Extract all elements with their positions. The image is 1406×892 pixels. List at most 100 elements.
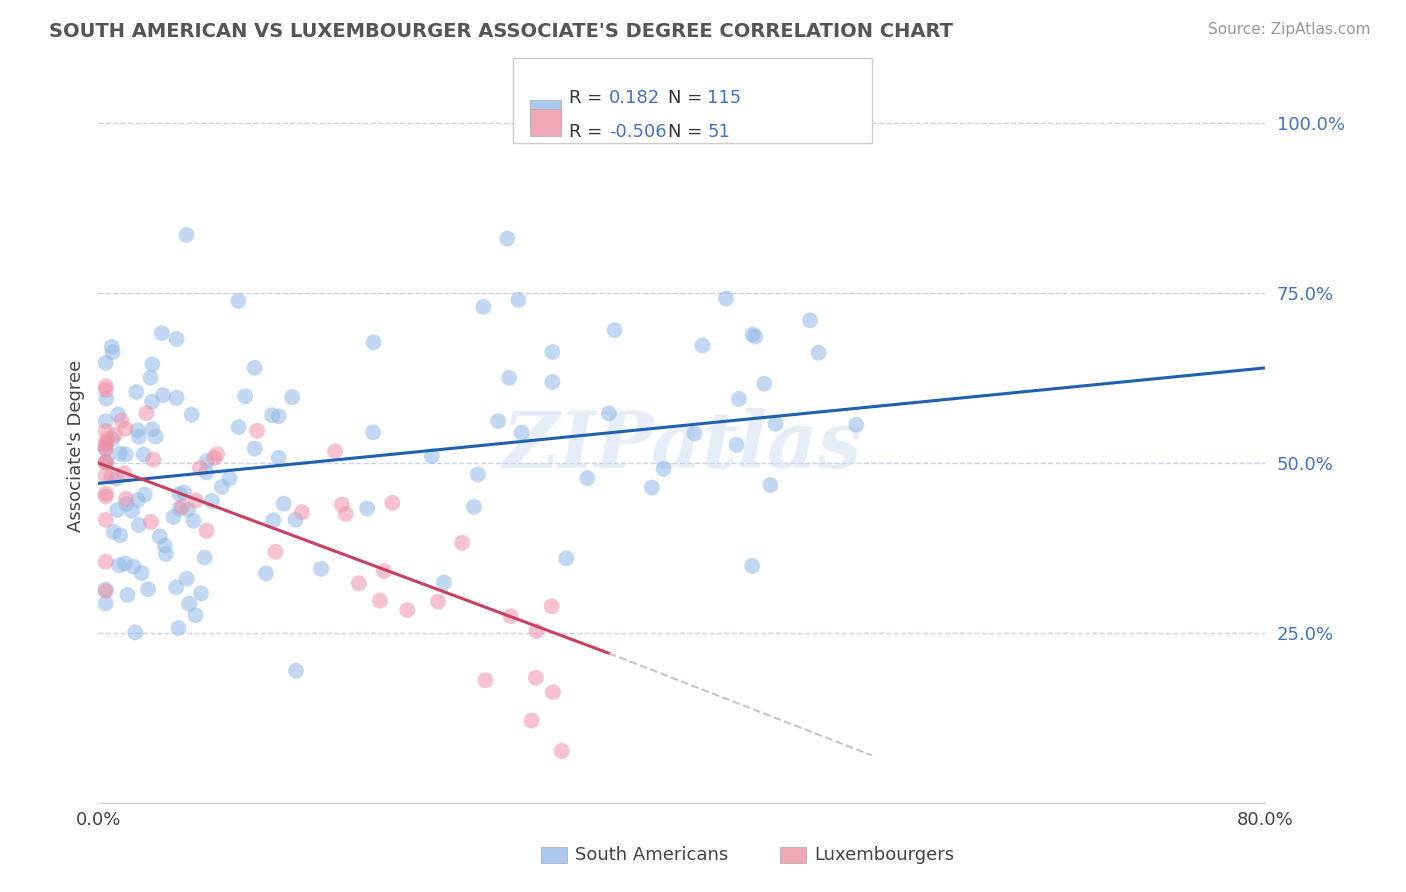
Point <box>128 430 150 444</box>
Point <box>472 300 495 314</box>
Point <box>373 564 395 578</box>
Text: N =: N = <box>668 123 707 141</box>
Point <box>94 582 117 597</box>
Point <box>125 384 148 399</box>
Point <box>202 450 225 465</box>
Point <box>94 379 117 393</box>
Point <box>94 414 117 428</box>
Text: R =: R = <box>569 89 609 107</box>
Point <box>184 608 207 623</box>
Point <box>96 454 118 468</box>
Point <box>195 524 218 538</box>
Text: Source: ZipAtlas.com: Source: ZipAtlas.com <box>1208 22 1371 37</box>
Point <box>169 501 191 516</box>
Point <box>94 468 117 483</box>
Point <box>94 438 117 452</box>
Point <box>741 327 763 342</box>
Point <box>309 562 332 576</box>
Point <box>142 452 165 467</box>
Point <box>291 505 314 519</box>
Point <box>114 557 136 571</box>
Point <box>94 490 117 504</box>
Point <box>233 389 256 403</box>
Point <box>94 596 117 610</box>
Point <box>211 480 233 494</box>
Point <box>284 664 307 678</box>
Point <box>368 593 391 607</box>
Point <box>114 447 136 461</box>
Point <box>284 513 307 527</box>
Point <box>145 429 167 443</box>
Point <box>107 408 129 422</box>
Point <box>467 467 489 482</box>
Point <box>167 621 190 635</box>
Text: 0.182: 0.182 <box>609 89 659 107</box>
Point <box>134 488 156 502</box>
Point <box>190 586 212 600</box>
Text: -0.506: -0.506 <box>609 123 666 141</box>
Text: ZIPatlas: ZIPatlas <box>502 408 862 484</box>
Point <box>807 345 830 359</box>
Text: South Americans: South Americans <box>575 847 728 864</box>
Point <box>201 494 224 508</box>
Point <box>273 497 295 511</box>
Point <box>218 472 240 486</box>
Point <box>141 357 163 371</box>
Point <box>115 491 138 506</box>
Point <box>433 575 456 590</box>
Point <box>323 444 346 458</box>
Point <box>603 323 626 337</box>
Point <box>183 514 205 528</box>
Point <box>128 518 150 533</box>
Point <box>180 408 202 422</box>
Point <box>845 417 868 432</box>
Point <box>194 550 217 565</box>
Point <box>103 524 125 539</box>
Point <box>166 332 188 346</box>
Point <box>96 392 118 406</box>
Point <box>363 335 385 350</box>
Point <box>153 539 176 553</box>
Point <box>110 528 132 542</box>
Point <box>188 461 211 475</box>
Point <box>94 442 117 456</box>
Point <box>541 685 564 699</box>
Point <box>94 383 117 397</box>
Point <box>520 714 543 728</box>
Point <box>420 449 443 463</box>
Point <box>347 576 370 591</box>
Point <box>104 428 127 442</box>
Point <box>576 471 599 485</box>
Point <box>172 500 194 514</box>
Point <box>101 432 124 446</box>
Point <box>427 595 450 609</box>
Point <box>173 485 195 500</box>
Point <box>124 625 146 640</box>
Point <box>127 423 149 437</box>
Point <box>396 603 419 617</box>
Point <box>94 442 117 456</box>
Point <box>361 425 384 440</box>
Point <box>451 535 474 549</box>
Point <box>555 551 578 566</box>
Point <box>139 370 162 384</box>
Point <box>683 426 706 441</box>
Point <box>463 500 485 514</box>
Point <box>127 493 149 508</box>
Point <box>267 450 290 465</box>
Point <box>486 414 509 428</box>
Point <box>176 227 198 242</box>
Point <box>744 329 766 343</box>
Point <box>105 503 128 517</box>
Point <box>641 481 664 495</box>
Point <box>550 744 572 758</box>
Text: SOUTH AMERICAN VS LUXEMBOURGER ASSOCIATE'S DEGREE CORRELATION CHART: SOUTH AMERICAN VS LUXEMBOURGER ASSOCIATE… <box>49 22 953 41</box>
Text: 51: 51 <box>707 123 730 141</box>
Point <box>110 414 132 428</box>
Point <box>526 624 548 639</box>
Point <box>541 375 564 389</box>
Point <box>162 510 184 524</box>
Point <box>94 436 117 450</box>
Point <box>335 507 357 521</box>
Point <box>330 498 353 512</box>
